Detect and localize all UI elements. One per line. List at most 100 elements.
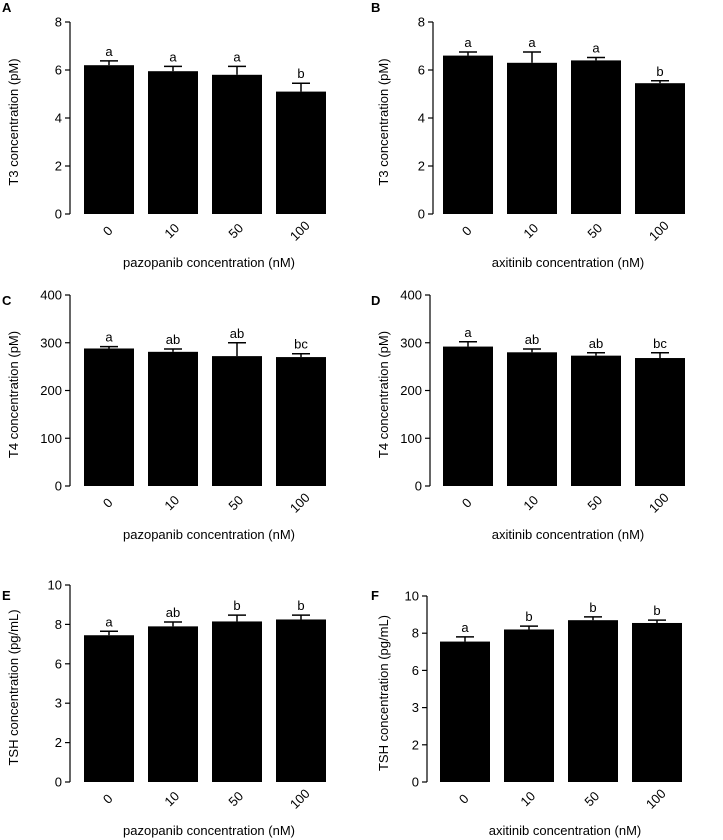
bar	[571, 60, 621, 215]
y-tick-label: 10	[405, 589, 419, 604]
significance-label: b	[297, 66, 304, 81]
significance-label: ab	[525, 332, 539, 347]
x-axis-title: pazopanib concentration (nM)	[123, 823, 295, 838]
bar	[635, 358, 685, 486]
y-tick-label: 0	[55, 207, 62, 222]
bar	[212, 74, 262, 214]
bar	[507, 62, 557, 214]
significance-label: bc	[653, 336, 667, 351]
x-tick-label: 50	[581, 788, 602, 809]
significance-label: a	[105, 330, 113, 345]
bar	[148, 351, 198, 486]
y-tick-label: 3	[55, 696, 62, 711]
y-tick-label: 400	[40, 288, 62, 303]
bar	[148, 71, 198, 214]
chart-panel-c: C 0 100 200 300 400 T4 concentration (pM) a 0 ab 1…	[2, 288, 326, 542]
significance-label: bc	[294, 337, 308, 352]
significance-label: b	[589, 600, 596, 615]
y-tick-label: 8	[55, 15, 62, 30]
x-tick-label: 10	[161, 220, 182, 241]
x-tick-label: 50	[584, 220, 605, 241]
y-tick-label: 0	[418, 207, 425, 222]
y-axis-title: TSH concentration (pg/mL)	[6, 609, 21, 765]
y-tick-label: 10	[48, 578, 62, 593]
significance-label: b	[525, 609, 532, 624]
y-tick-label: 8	[55, 617, 62, 632]
significance-label: ab	[166, 605, 180, 620]
bar	[635, 83, 685, 214]
significance-label: a	[461, 620, 469, 635]
significance-label: ab	[589, 336, 603, 351]
bar	[507, 352, 557, 486]
bar	[632, 622, 682, 782]
x-tick-label: 0	[459, 495, 475, 511]
bar	[148, 626, 198, 782]
x-tick-label: 50	[225, 788, 246, 809]
x-tick-label: 50	[584, 492, 605, 513]
y-axis-title: TSH concentration (pg/mL)	[376, 615, 391, 771]
x-tick-label: 100	[643, 786, 669, 812]
y-tick-label: 0	[55, 775, 62, 790]
significance-label: a	[105, 44, 113, 59]
y-tick-label: 400	[400, 288, 422, 303]
y-axis-title: T3 concentration (pM)	[376, 58, 391, 185]
x-axis-title: axitinib concentration (nM)	[489, 823, 641, 838]
y-tick-label: 100	[40, 431, 62, 446]
significance-label: b	[656, 64, 663, 79]
panel-letter: B	[371, 0, 380, 15]
y-tick-label: 0	[412, 775, 419, 790]
x-tick-label: 0	[100, 223, 116, 239]
chart-panel-d: D 0 100 200 300 400 T4 concentration (pM) a 0 ab 1…	[371, 288, 685, 542]
x-tick-label: 0	[100, 791, 116, 807]
bar	[440, 641, 490, 782]
bar	[504, 629, 554, 782]
significance-label: b	[653, 603, 660, 618]
x-tick-label: 10	[161, 492, 182, 513]
x-tick-label: 10	[520, 220, 541, 241]
bar	[568, 620, 618, 782]
panel-letter: D	[371, 293, 380, 308]
y-tick-label: 300	[400, 335, 422, 350]
y-tick-label: 2	[55, 159, 62, 174]
y-tick-label: 100	[400, 431, 422, 446]
significance-label: a	[233, 49, 241, 64]
significance-label: ab	[230, 326, 244, 341]
y-tick-label: 200	[400, 383, 422, 398]
bar	[571, 355, 621, 486]
y-tick-label: 0	[55, 479, 62, 494]
x-tick-label: 0	[100, 495, 116, 511]
significance-label: a	[592, 41, 600, 56]
x-axis-title: axitinib concentration (nM)	[492, 255, 644, 270]
y-tick-label: 200	[40, 383, 62, 398]
bar	[212, 621, 262, 782]
bar	[276, 619, 326, 782]
chart-panel-e: E 0 2 3 6 8 10 TSH concentration (pg/mL) a 0 ab 10 b…	[2, 578, 326, 838]
significance-label: a	[528, 35, 536, 50]
panel-letter: C	[2, 293, 12, 308]
bar	[84, 635, 134, 782]
x-axis-title: pazopanib concentration (nM)	[123, 255, 295, 270]
significance-label: b	[233, 598, 240, 613]
x-tick-label: 10	[520, 492, 541, 513]
x-tick-label: 10	[517, 788, 538, 809]
x-tick-label: 100	[287, 218, 313, 244]
x-tick-label: 100	[646, 490, 672, 516]
bar	[84, 348, 134, 486]
y-tick-label: 2	[418, 159, 425, 174]
y-axis-title: T4 concentration (pM)	[376, 331, 391, 458]
x-tick-label: 100	[287, 786, 313, 812]
x-axis-title: pazopanib concentration (nM)	[123, 527, 295, 542]
y-tick-label: 6	[55, 656, 62, 671]
panel-letter: A	[2, 0, 12, 15]
x-axis-title: axitinib concentration (nM)	[492, 527, 644, 542]
x-tick-label: 100	[287, 490, 313, 516]
bar	[443, 346, 493, 486]
y-tick-label: 6	[418, 63, 425, 78]
y-tick-label: 8	[418, 15, 425, 30]
significance-label: b	[297, 598, 304, 613]
bar	[276, 91, 326, 214]
significance-label: a	[464, 325, 472, 340]
y-tick-label: 300	[40, 335, 62, 350]
y-tick-label: 2	[412, 737, 419, 752]
